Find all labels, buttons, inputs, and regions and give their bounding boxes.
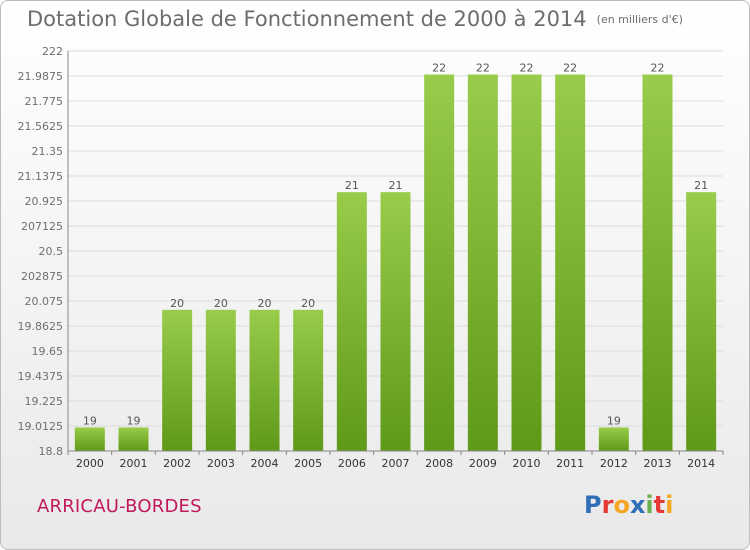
y-tick-label: 21.9875 (18, 70, 64, 83)
y-tick-label: 20.5 (39, 245, 64, 258)
y-tick-label: 207125 (21, 220, 63, 233)
x-axis: 2000 2001 2002 2003 2004 2005 2006 2007 2008 2009… (67, 51, 724, 470)
x-tick-label: 2006 (338, 457, 366, 470)
y-tick-label: 202875 (21, 270, 63, 283)
y-tick-label: 21.775 (25, 95, 64, 108)
bar-2013 (642, 74, 673, 451)
bar-2002 (162, 309, 193, 451)
logo-letter: r (601, 491, 614, 519)
data-label: 21 (345, 179, 359, 192)
title-text: Dotation Globale de Fonctionnement de 20… (27, 7, 587, 31)
bar-2011 (555, 74, 586, 451)
data-label: 20 (301, 297, 315, 310)
x-tick-label: 2010 (513, 457, 541, 470)
y-axis: 222 21.9875 21.775 21.5625 21.35 21.1375 20.92… (18, 45, 64, 458)
x-tick-label: 2005 (294, 457, 322, 470)
data-label: 22 (520, 62, 534, 75)
bar-2003 (205, 309, 236, 451)
data-label: 22 (563, 62, 577, 75)
logo-letter: P (584, 491, 602, 519)
data-label: 22 (651, 62, 665, 75)
logo-letter: x (629, 491, 646, 519)
x-tick-label: 2008 (425, 457, 453, 470)
bar-2005 (293, 309, 324, 451)
x-tick-label: 2014 (687, 457, 715, 470)
y-tick-label: 21.5625 (18, 120, 64, 133)
y-tick-label: 19.225 (25, 395, 64, 408)
chart-title: Dotation Globale de Fonctionnement de 20… (27, 7, 683, 31)
bar-2012 (598, 427, 629, 451)
bar-2004 (249, 309, 280, 451)
commune-name: ARRICAU-BORDES (37, 496, 202, 517)
logo-letter: i (665, 491, 674, 519)
x-tick-label: 2000 (76, 457, 104, 470)
data-label: 22 (432, 62, 446, 75)
x-tick-label: 2003 (207, 457, 235, 470)
x-tick-label: 2004 (251, 457, 279, 470)
proxiti-logo[interactable]: Proxiti (584, 491, 673, 519)
y-tick-label: 18.8 (39, 445, 64, 458)
x-tick-label: 2001 (120, 457, 148, 470)
y-tick-label: 21.1375 (18, 170, 64, 183)
y-tick-label: 222 (42, 45, 63, 58)
x-tick-label: 2012 (600, 457, 628, 470)
y-tick-label: 20.075 (25, 295, 64, 308)
x-tick-label: 2007 (382, 457, 410, 470)
y-tick-label: 19.0125 (18, 420, 64, 433)
bars: 19 19 20 20 20 20 21 21 22 22 22 22 19 22 21 (74, 62, 717, 452)
logo-letter: i (645, 491, 654, 519)
logo-letter: o (613, 491, 630, 519)
bar-2008 (424, 74, 455, 451)
bar-2000 (74, 427, 105, 451)
data-label: 20 (170, 297, 184, 310)
data-label: 19 (127, 414, 141, 427)
y-tick-label: 20.925 (25, 195, 64, 208)
data-label: 21 (694, 179, 708, 192)
title-unit: (en milliers d'€) (596, 13, 683, 26)
bar-2014 (686, 192, 717, 452)
data-label: 20 (214, 297, 228, 310)
x-tick-label: 2013 (644, 457, 672, 470)
data-label: 21 (389, 179, 403, 192)
data-label: 19 (83, 414, 97, 427)
bar-2006 (336, 192, 367, 452)
y-tick-label: 19.65 (32, 345, 64, 358)
bar-2009 (467, 74, 498, 451)
x-tick-label: 2011 (556, 457, 584, 470)
y-tick-label: 19.4375 (18, 370, 64, 383)
data-label: 20 (258, 297, 272, 310)
x-tick-label: 2009 (469, 457, 497, 470)
data-label: 22 (476, 62, 490, 75)
bar-2001 (118, 427, 149, 451)
x-tick-label: 2002 (163, 457, 191, 470)
logo-letter: t (653, 491, 666, 519)
y-tick-label: 19.8625 (18, 320, 64, 333)
data-label: 19 (607, 414, 621, 427)
bar-2007 (380, 192, 411, 452)
bar-2010 (511, 74, 542, 451)
y-tick-label: 21.35 (32, 145, 64, 158)
